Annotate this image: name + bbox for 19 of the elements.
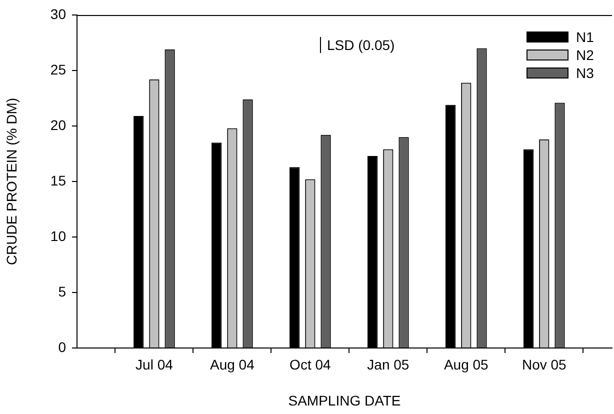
legend-label: N1 [576,28,594,45]
x-tick-label: Nov 05 [522,356,567,372]
y-tick-label: 30 [50,6,66,22]
y-tick-label: 25 [50,61,66,78]
x-tick-label: Oct 04 [290,356,332,372]
annotation: LSD (0.05) [327,36,395,53]
x-tick-label: Aug 05 [444,356,489,372]
y-tick-label: 10 [50,228,66,244]
legend-label: N2 [576,46,594,63]
x-tick-label: Aug 04 [210,356,255,372]
x-tick-label: Jan 05 [367,356,410,372]
y-tick-label: 0 [58,338,66,355]
y-axis-title: CRUDE PROTEIN (% DM) [3,98,20,266]
legend-label: N3 [576,64,594,81]
y-tick-label: 15 [50,172,66,188]
y-tick-label: 20 [50,116,66,133]
x-axis-title: SAMPLING DATE [288,392,401,408]
y-tick-label: 5 [58,283,66,300]
x-tick-label: Jul 04 [136,356,174,372]
